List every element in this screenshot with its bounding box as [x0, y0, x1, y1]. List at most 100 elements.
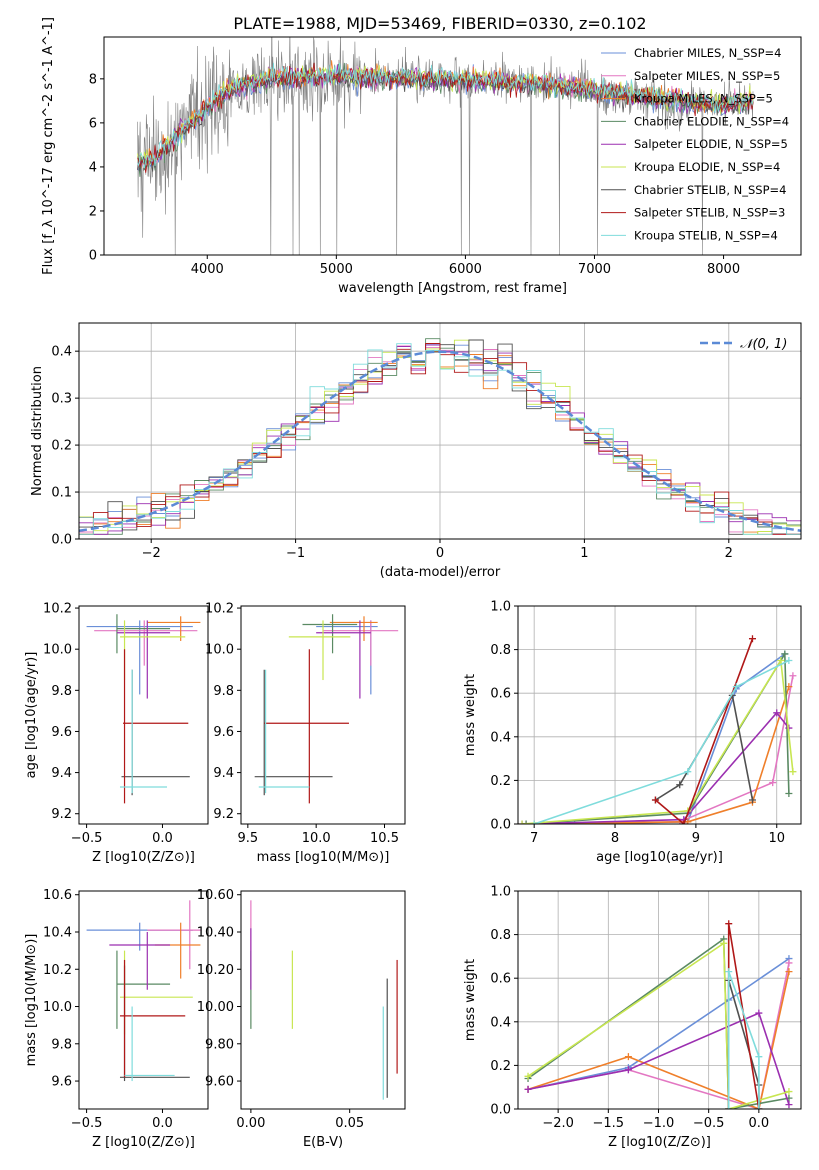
legend-entry: Salpeter MILES, N_SSP=5 [634, 69, 780, 83]
mass-weight-line [521, 658, 794, 824]
x-tick-label: 0.0 [152, 831, 173, 846]
point-marker [518, 820, 526, 824]
legend-entry: Kroupa ELODIE, N_SSP=4 [634, 160, 780, 174]
mass-weight-line [527, 1012, 790, 1105]
x-tick-label: 4000 [191, 262, 224, 277]
histogram-series [79, 338, 801, 535]
errorbar [288, 620, 351, 681]
panel-age-vs-Z: −0.5 0.0 9.2 9.4 9.6 9.8 10.0 10.2 Z [log10(Z/Z⊙… [24, 602, 209, 865]
x-axis-label: (data-model)/error [380, 565, 501, 580]
axes-frame [78, 605, 209, 825]
errorbar [302, 614, 358, 654]
y-tick-label: 10.4 [43, 925, 72, 940]
point-marker [785, 1101, 793, 1109]
y-tick-label: 10.0 [43, 643, 72, 658]
x-tick-label: −1.5 [593, 1116, 625, 1131]
point-marker [676, 781, 684, 789]
y-axis-label: age [log10(age/yr)] [24, 652, 39, 779]
y-tick-label: 0.4 [490, 1015, 511, 1030]
model-spectrum [137, 62, 754, 169]
point-marker [785, 1088, 793, 1096]
axes-frame [103, 36, 802, 256]
y-tick-label: 6 [89, 116, 97, 131]
x-tick-label: −2.0 [542, 1116, 574, 1131]
y-tick-label: 2 [89, 204, 97, 219]
point-marker [785, 959, 793, 967]
y-tick-label: 10.20 [197, 963, 234, 978]
legend: Chabrier MILES, N_SSP=4 Salpeter MILES, N… [601, 46, 789, 242]
y-tick-label: 0.4 [51, 345, 72, 360]
legend-entry: Chabrier MILES, N_SSP=4 [634, 46, 781, 60]
errorbar [119, 959, 186, 1078]
x-axis-label: mass [log10(M/M⊙)] [257, 850, 390, 865]
y-tick-label: 0.3 [51, 392, 72, 407]
point-marker [755, 1053, 763, 1061]
plot-area [518, 635, 797, 824]
x-tick-label: −0.5 [693, 1116, 725, 1131]
point-marker [777, 657, 785, 664]
point-marker [524, 1085, 532, 1093]
y-tick-label: 10.60 [197, 888, 234, 903]
mass-weight-line [527, 971, 790, 1109]
x-tick-label: 8 [611, 831, 619, 846]
mass-weight-line [727, 971, 760, 1109]
y-tick-label: 10.40 [197, 925, 234, 940]
plot-area [86, 900, 201, 1082]
x-tick-label: −1 [286, 546, 305, 561]
panel-mass-weight-vs-age: 7 8 9 10 0.0 0.2 0.4 0.6 0.8 1.0 age [log10(age/yr… [463, 600, 802, 865]
axes-frame [240, 605, 406, 825]
axes-frame [240, 890, 406, 1110]
panel-mass-weight-vs-Z: −2.0 −1.5 −1.0 −0.5 0.0 0.0 0.2 0.4 0.6 0.8 1.0 Z [… [463, 885, 802, 1150]
errorbar [316, 620, 371, 699]
point-marker [725, 1105, 733, 1109]
point-marker [755, 1009, 763, 1017]
mass-weight-line [521, 711, 790, 824]
y-tick-label: 10.0 [205, 643, 234, 658]
y-axis-label: Normed distribution [30, 366, 45, 496]
x-tick-label: −1.0 [643, 1116, 675, 1131]
point-marker [684, 818, 692, 824]
y-tick-label: 9.4 [51, 766, 72, 781]
y-tick-label: 9.6 [51, 725, 72, 740]
mass-weight-line [527, 957, 790, 1091]
y-tick-label: 9.8 [51, 684, 72, 699]
x-axis-label: age [log10(age/yr)] [596, 850, 723, 865]
point-marker [720, 939, 728, 947]
point-marker [624, 1053, 632, 1061]
x-axis-label: wavelength [Angstrom, rest frame] [338, 281, 567, 296]
axes-frame [517, 605, 802, 825]
mass-weight-line [654, 638, 754, 824]
y-tick-label: 10.00 [197, 1000, 234, 1015]
point-marker [651, 796, 659, 804]
y-tick-label: 10.0 [43, 1000, 72, 1015]
point-marker [748, 796, 756, 804]
y-axis-label: mass weight [463, 959, 478, 1041]
point-marker [748, 635, 756, 643]
plot-area [86, 614, 201, 804]
plot-area [250, 900, 398, 1100]
point-marker [680, 820, 688, 824]
point-marker [785, 789, 793, 797]
point-marker [773, 709, 781, 717]
x-tick-label: 0 [436, 546, 444, 561]
panel-residuals: −2 −1 0 1 2 0.0 0.1 0.2 0.3 0.4 (data-model)/error… [30, 322, 802, 580]
axes-frame [517, 890, 802, 1110]
errorbar [329, 616, 378, 641]
x-tick-label: 0.00 [236, 1116, 265, 1131]
y-axis-label: mass weight [463, 674, 478, 756]
x-tick-label: 6000 [449, 262, 482, 277]
y-tick-label: 9.4 [213, 766, 234, 781]
x-tick-label: 7000 [578, 262, 611, 277]
y-tick-label: 0.2 [490, 1059, 511, 1074]
plot-area [137, 37, 754, 255]
panel-spectrum: 4000 5000 6000 7000 8000 0 2 4 6 8 wavelength [Ang… [41, 17, 802, 296]
x-axis-label: Z [log10(Z/Z⊙)] [92, 1135, 195, 1150]
point-marker [571, 820, 579, 824]
y-tick-label: 9.6 [51, 1075, 72, 1090]
point-marker [732, 683, 740, 691]
y-axis-label: mass [log10(M/M⊙)] [24, 934, 39, 1067]
point-marker [524, 1072, 532, 1080]
legend-entry: Salpeter ELODIE, N_SSP=5 [634, 137, 788, 151]
legend-entry: Salpeter STELIB, N_SSP=3 [634, 206, 785, 220]
y-tick-label: 0.8 [490, 928, 511, 943]
